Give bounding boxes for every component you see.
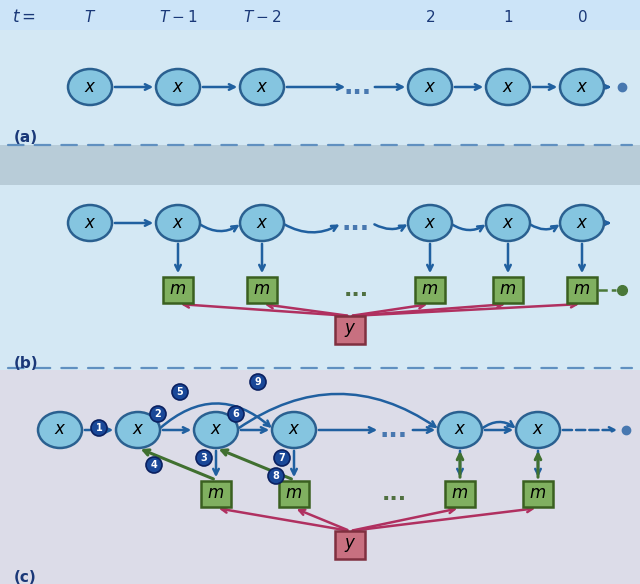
Circle shape — [274, 450, 290, 466]
Text: ...: ... — [344, 280, 369, 300]
Bar — [0, 30, 640, 145]
Text: ...: ... — [344, 75, 372, 99]
Text: $T-2$: $T-2$ — [243, 9, 281, 25]
FancyBboxPatch shape — [523, 481, 553, 507]
Text: 3: 3 — [200, 453, 207, 463]
Text: $x$: $x$ — [532, 422, 544, 439]
Text: $x$: $x$ — [84, 214, 96, 231]
Text: $x$: $x$ — [576, 78, 588, 96]
Text: $x$: $x$ — [84, 78, 96, 96]
FancyBboxPatch shape — [415, 277, 445, 303]
Text: $m$: $m$ — [573, 281, 591, 298]
Text: $T$: $T$ — [84, 9, 96, 25]
Text: $m$: $m$ — [529, 485, 547, 502]
Text: $x$: $x$ — [172, 214, 184, 231]
Circle shape — [196, 450, 212, 466]
FancyBboxPatch shape — [567, 277, 597, 303]
Circle shape — [91, 420, 107, 436]
Text: ...: ... — [381, 484, 406, 504]
Text: $x$: $x$ — [54, 422, 66, 439]
Ellipse shape — [486, 205, 530, 241]
Text: $x$: $x$ — [424, 214, 436, 231]
Text: $y$: $y$ — [344, 321, 356, 339]
Ellipse shape — [38, 412, 82, 448]
Text: ...: ... — [380, 418, 408, 442]
Circle shape — [268, 468, 284, 484]
Text: $y$: $y$ — [344, 536, 356, 554]
FancyBboxPatch shape — [163, 277, 193, 303]
Ellipse shape — [486, 69, 530, 105]
Text: $x$: $x$ — [502, 214, 514, 231]
Ellipse shape — [156, 69, 200, 105]
Text: $x$: $x$ — [502, 78, 514, 96]
Ellipse shape — [272, 412, 316, 448]
FancyBboxPatch shape — [493, 277, 523, 303]
Text: $x$: $x$ — [256, 214, 268, 231]
Text: 1: 1 — [95, 423, 102, 433]
Text: $x$: $x$ — [256, 78, 268, 96]
Text: $x$: $x$ — [424, 78, 436, 96]
Text: 9: 9 — [255, 377, 261, 387]
Bar — [0, 370, 640, 584]
Ellipse shape — [408, 205, 452, 241]
Text: $T-1$: $T-1$ — [159, 9, 197, 25]
FancyBboxPatch shape — [335, 316, 365, 344]
Text: 6: 6 — [232, 409, 239, 419]
Text: $x$: $x$ — [132, 422, 144, 439]
Circle shape — [146, 457, 162, 473]
Text: $x$: $x$ — [454, 422, 466, 439]
FancyBboxPatch shape — [247, 277, 277, 303]
Ellipse shape — [68, 69, 112, 105]
Text: $t=$: $t=$ — [12, 9, 36, 26]
Ellipse shape — [156, 205, 200, 241]
Text: $0$: $0$ — [577, 9, 588, 25]
Text: $m$: $m$ — [253, 281, 271, 298]
Ellipse shape — [68, 205, 112, 241]
Text: (a): (a) — [14, 130, 38, 145]
Text: $x$: $x$ — [210, 422, 222, 439]
FancyBboxPatch shape — [445, 481, 475, 507]
Text: 7: 7 — [278, 453, 285, 463]
Ellipse shape — [560, 205, 604, 241]
Ellipse shape — [408, 69, 452, 105]
Circle shape — [228, 406, 244, 422]
Text: $m$: $m$ — [285, 485, 303, 502]
Text: 2: 2 — [155, 409, 161, 419]
Circle shape — [150, 406, 166, 422]
Text: (c): (c) — [14, 569, 36, 584]
Text: (b): (b) — [14, 356, 38, 370]
Ellipse shape — [560, 69, 604, 105]
Text: $x$: $x$ — [576, 214, 588, 231]
Bar — [0, 0, 640, 30]
FancyBboxPatch shape — [201, 481, 231, 507]
Text: $2$: $2$ — [425, 9, 435, 25]
Text: $m$: $m$ — [207, 485, 225, 502]
Circle shape — [250, 374, 266, 390]
Ellipse shape — [240, 69, 284, 105]
FancyBboxPatch shape — [279, 481, 309, 507]
Text: 8: 8 — [273, 471, 280, 481]
Text: $m$: $m$ — [422, 281, 438, 298]
Text: 4: 4 — [150, 460, 157, 470]
Text: $1$: $1$ — [503, 9, 513, 25]
Circle shape — [172, 384, 188, 400]
Text: $x$: $x$ — [288, 422, 300, 439]
FancyBboxPatch shape — [335, 531, 365, 559]
Text: $m$: $m$ — [499, 281, 516, 298]
Text: $m$: $m$ — [451, 485, 468, 502]
Ellipse shape — [516, 412, 560, 448]
Bar — [0, 185, 640, 370]
Text: $x$: $x$ — [172, 78, 184, 96]
Text: 5: 5 — [177, 387, 184, 397]
Text: ...: ... — [342, 211, 370, 235]
Ellipse shape — [194, 412, 238, 448]
Text: $m$: $m$ — [170, 281, 186, 298]
Ellipse shape — [116, 412, 160, 448]
Ellipse shape — [240, 205, 284, 241]
Ellipse shape — [438, 412, 482, 448]
